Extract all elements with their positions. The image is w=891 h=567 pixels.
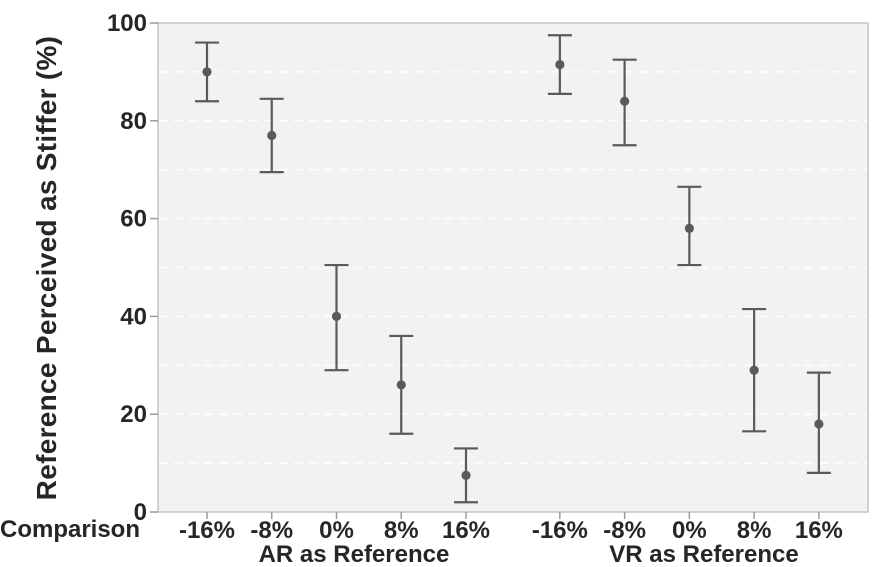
- y-tick-label-20: 20: [120, 401, 147, 428]
- x-tick-label: 0%: [672, 517, 707, 544]
- data-point-mean: [267, 130, 277, 141]
- data-point-mean: [814, 419, 824, 429]
- x-tick-label: 16%: [442, 517, 490, 544]
- data-point-mean: [202, 67, 212, 77]
- data-point-mean: [461, 470, 471, 480]
- group-label-ar: AR as Reference: [259, 541, 450, 567]
- y-tick-label-100: 100: [107, 10, 147, 37]
- data-point-mean: [396, 380, 406, 390]
- x-tick-label: 16%: [795, 517, 843, 544]
- y-axis-title: Reference Perceived as Stiffer (%): [31, 35, 62, 501]
- plot-panel-border: [157, 22, 869, 513]
- y-tick-label-80: 80: [120, 108, 147, 135]
- x-axis-title: Comparison: [0, 516, 140, 543]
- y-tick-label-0: 0: [134, 499, 147, 526]
- x-tick-label: 0%: [319, 517, 354, 544]
- group-label-vr: VR as Reference: [609, 541, 798, 567]
- y-tick-label-40: 40: [120, 303, 147, 330]
- x-tick-label: -8%: [250, 517, 293, 544]
- data-point-mean: [684, 223, 694, 233]
- x-tick-label: -16%: [179, 517, 235, 544]
- x-tick-label: 8%: [384, 517, 419, 544]
- data-point-mean: [620, 96, 630, 106]
- data-point-mean: [749, 365, 759, 375]
- data-point-mean: [331, 311, 342, 321]
- x-tick-label: 8%: [737, 517, 772, 544]
- y-tick-label-60: 60: [120, 206, 147, 233]
- x-tick-label: -16%: [532, 517, 588, 544]
- x-tick-label: -8%: [603, 517, 646, 544]
- data-point-mean: [555, 59, 565, 70]
